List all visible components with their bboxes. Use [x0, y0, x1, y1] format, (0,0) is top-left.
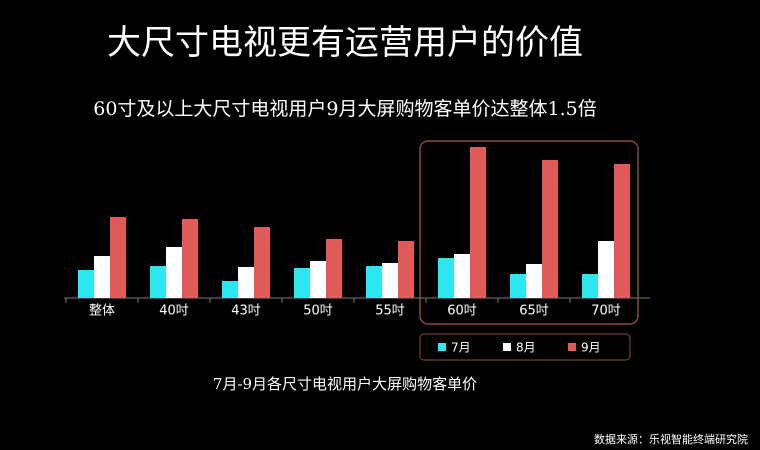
bar	[470, 147, 486, 298]
bar	[614, 164, 630, 298]
x-tick-label: 70吋	[591, 304, 621, 319]
bar	[542, 160, 558, 298]
bar	[510, 274, 526, 298]
x-tick-label: 55吋	[375, 304, 405, 319]
bar	[94, 256, 110, 298]
x-tick-label: 43吋	[231, 304, 261, 319]
legend-label: 7月	[451, 341, 471, 355]
legend-swatch	[568, 343, 576, 351]
bar	[382, 263, 398, 298]
bar	[294, 268, 310, 298]
bar	[366, 266, 382, 298]
highlight-box	[419, 140, 639, 325]
x-tick-label: 50吋	[303, 304, 333, 319]
source-note: 数据来源：乐视智能终端研究院	[594, 432, 748, 446]
bar	[110, 217, 126, 298]
chart-subtitle: 60寸及以上大尺寸电视用户9月大屏购物客单价达整体1.5倍	[93, 98, 596, 120]
x-tick-label: 40吋	[159, 304, 189, 319]
bar	[222, 281, 238, 298]
bar	[326, 239, 342, 298]
bar	[182, 219, 198, 298]
chart-caption: 7月-9月各尺寸电视用户大屏购物客单价	[213, 375, 477, 393]
x-tick-label: 整体	[89, 304, 115, 319]
bar	[238, 267, 254, 298]
bar	[582, 274, 598, 298]
bar	[438, 258, 454, 298]
x-tick-label: 60吋	[447, 304, 477, 319]
bar	[254, 227, 270, 298]
legend-swatch	[503, 343, 511, 351]
bar	[398, 241, 414, 298]
bar	[310, 261, 326, 298]
legend-box	[419, 333, 631, 361]
bar	[78, 270, 94, 298]
bar	[598, 241, 614, 298]
legend-swatch	[438, 343, 446, 351]
bar	[166, 247, 182, 298]
bar	[454, 254, 470, 298]
chart-title: 大尺寸电视更有运营用户的价值	[107, 23, 583, 63]
legend-label: 9月	[581, 341, 601, 355]
x-tick-label: 65吋	[519, 304, 549, 319]
legend-label: 8月	[516, 341, 536, 355]
bar	[526, 264, 542, 298]
bar	[150, 266, 166, 298]
